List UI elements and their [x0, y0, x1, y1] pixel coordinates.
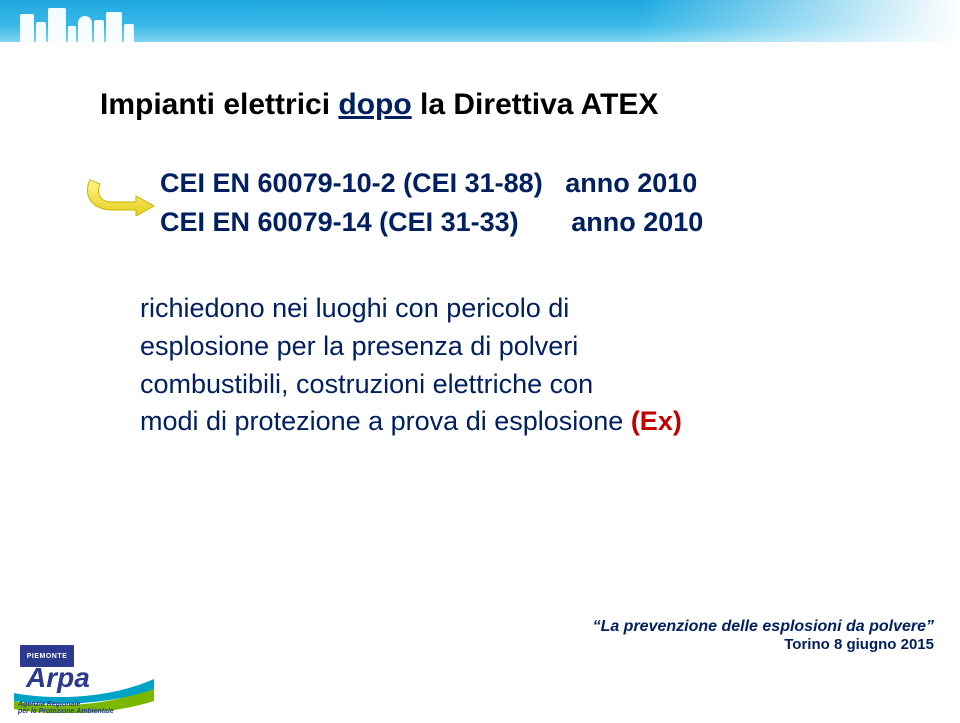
ex-tag: (Ex) [631, 406, 682, 436]
para-line3: combustibili, costruzioni elettriche con [140, 366, 840, 404]
slide-title: Impianti elettrici dopo la Direttiva ATE… [100, 88, 900, 122]
para-line4: modi di protezione a prova di esplosione… [140, 403, 840, 441]
para-line4-text: modi di protezione a prova di esplosione [140, 406, 631, 436]
logo-subtext: Agenzia Regionale per la Protezione Ambi… [18, 701, 114, 715]
footer-quote: “La prevenzione delle esplosioni da polv… [593, 618, 934, 653]
logo-sub-bottom: per la Protezione Ambientale [18, 708, 114, 715]
skyline-decor [20, 0, 134, 42]
standards-block: CEI EN 60079-10-2 (CEI 31-88) anno 2010 … [160, 164, 703, 242]
cei-row1-std: CEI EN 60079-10-2 (CEI 31-88) [160, 168, 543, 198]
para-line1: richiedono nei luoghi con pericolo di [140, 290, 840, 328]
header-bar [0, 0, 960, 42]
title-part2: la Direttiva ATEX [412, 88, 659, 121]
arpa-logo-mark: Arpa Agenzia Regionale per la Protezione… [14, 657, 154, 713]
cei-row-2: CEI EN 60079-14 (CEI 31-33) anno 2010 [160, 203, 703, 242]
cei-row-1: CEI EN 60079-10-2 (CEI 31-88) anno 2010 [160, 164, 703, 203]
arpa-text: Arpa [25, 662, 90, 693]
title-part1: Impianti elettrici [100, 88, 338, 121]
cei-row1-year: anno 2010 [565, 168, 697, 198]
arpa-logo: Arpa Agenzia Regionale per la Protezione… [14, 657, 154, 713]
para-line2: esplosione per la presenza di polveri [140, 328, 840, 366]
header-fade [640, 0, 960, 42]
logo-sub-top: Agenzia Regionale [18, 701, 114, 708]
quote-line2: Torino 8 giugno 2015 [593, 636, 934, 653]
slide: Impianti elettrici dopo la Direttiva ATE… [0, 0, 960, 723]
curved-arrow-icon [82, 172, 156, 221]
body-paragraph: richiedono nei luoghi con pericolo di es… [140, 290, 840, 441]
cei-row2-year: anno 2010 [571, 207, 703, 237]
title-dopo: dopo [338, 88, 411, 121]
quote-line1: “La prevenzione delle esplosioni da polv… [593, 618, 934, 636]
cei-row2-std: CEI EN 60079-14 (CEI 31-33) [160, 207, 519, 237]
